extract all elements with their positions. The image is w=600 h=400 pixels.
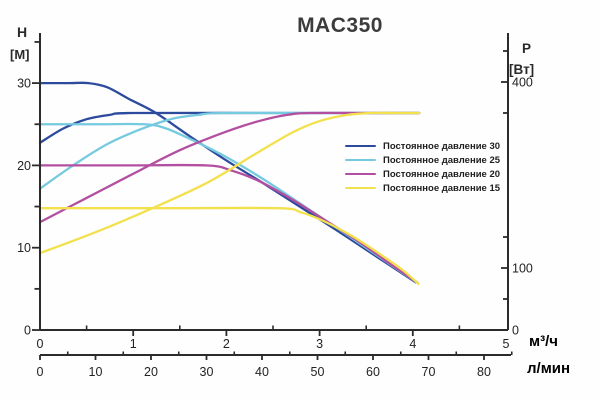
tick-label: 3 [316,337,323,351]
tick-label: 4 [409,337,416,351]
legend-color-line [345,144,376,148]
tick-label: 2 [223,337,230,351]
tick-label: 5 [503,337,510,351]
tick-label: 100 [512,262,533,276]
legend-item-label: Постоянное давление 20 [383,168,501,180]
x-axis-unit-secondary: л/мин [527,360,571,377]
tick-label: 30 [17,77,31,91]
x-axis-unit-primary: м³/ч [529,333,558,350]
legend-item-label: Постоянное давление 15 [383,182,501,194]
curve-power-20 [38,111,421,224]
tick-label: 1 [130,337,137,351]
legend-color-line [345,172,376,176]
tick-label: 50 [311,365,325,379]
y-right-axis-unit: [Вт] [509,62,535,77]
legend-item: Постоянное давление 30 [345,139,500,153]
legend: Постоянное давление 30 Постоянное давлени… [345,139,500,195]
y-left-axis-unit: [M] [10,47,30,62]
tick-label: 0 [512,324,519,338]
tick-label: 0 [37,365,44,379]
legend-item-label: Постоянное давление 30 [383,140,501,152]
legend-color-line [345,186,376,190]
curve-head-30 [38,81,417,284]
curve-head-15 [38,206,420,286]
tick-label: 30 [200,365,214,379]
y-left-axis-label: H [17,24,28,40]
tick-label: 20 [17,159,31,173]
legend-color-line [345,158,376,162]
tick-label: 10 [17,241,31,255]
tick-label: 0 [37,337,44,351]
y-right-axis-label: P [522,41,532,56]
tick-label: 20 [144,365,158,379]
tick-label: 10 [89,365,103,379]
legend-item-label: Постоянное давление 25 [383,154,501,166]
legend-item: Постоянное давление 25 [345,153,500,167]
curve-power-15 [38,111,421,255]
tick-label: 70 [422,365,436,379]
tick-label: 80 [477,365,491,379]
legend-item: Постоянное давление 15 [345,181,500,195]
tick-label: 60 [366,365,380,379]
tick-label: 400 [512,76,533,90]
chart-title: MAC350 [297,14,383,37]
legend-item: Постоянное давление 20 [345,167,500,181]
tick-label: 40 [255,365,269,379]
tick-label: 0 [24,324,31,338]
